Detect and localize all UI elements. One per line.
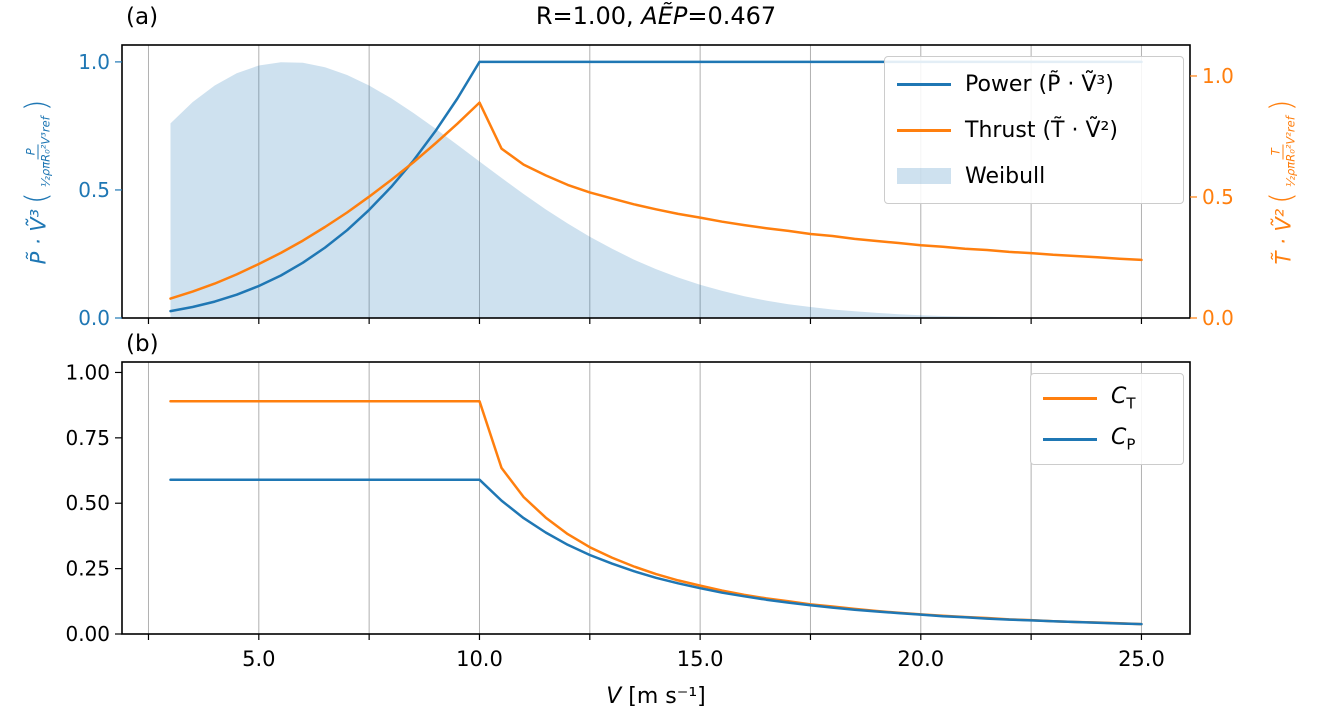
legend-label-thrust: Thrust (T̃ · Ṽ²) xyxy=(965,117,1118,143)
legend-label-ct: CT xyxy=(1111,384,1136,413)
y-tick-label-b: 0.75 xyxy=(65,426,110,450)
y-tick-label-b: 1.00 xyxy=(65,360,110,384)
thrust-line xyxy=(169,101,1143,300)
y-tick-label-left: 0.0 xyxy=(78,306,110,330)
y-tick-label-left: 1.0 xyxy=(78,50,110,74)
title-prefix: R=1.00, xyxy=(535,2,642,30)
power-line-swatch xyxy=(897,82,951,86)
y-right-fraction: T ½ρπR₀²V²ref xyxy=(1268,116,1298,187)
paren-close: ) xyxy=(19,99,55,112)
x-label-unit: [m s⁻¹] xyxy=(621,684,706,709)
y-left-fraction: P ½ρπR₀²V³ref xyxy=(23,116,53,187)
weibull-area xyxy=(170,62,1142,319)
x-axis-label: V [m s⁻¹] xyxy=(122,684,1190,709)
fraction-denominator: ½ρπR₀²V²ref xyxy=(1283,116,1298,188)
x-tick-label: 10.0 xyxy=(456,647,503,671)
legend-label-weibull: Weibull xyxy=(965,163,1046,189)
cp-line-swatch xyxy=(1043,437,1097,441)
thrust-line-swatch xyxy=(897,128,951,132)
legend-item-ct: CT xyxy=(1043,384,1171,413)
y-tick-label-right: 0.5 xyxy=(1202,185,1234,209)
x-tick-label: 15.0 xyxy=(677,647,724,671)
y-tick-label-left: 0.5 xyxy=(78,178,110,202)
chart-title: R=1.00, AẼP=0.467 xyxy=(122,2,1190,30)
legend-item-thrust: Thrust (T̃ · Ṽ²) xyxy=(897,118,1171,143)
y-left-math: P̃ · Ṽ³ xyxy=(26,208,50,265)
legend-item-power: Power (P̃ · Ṽ³) xyxy=(897,72,1171,97)
paren-close: ) xyxy=(1264,99,1300,112)
y-tick-label-right: 1.0 xyxy=(1202,64,1234,88)
axes-a-border xyxy=(121,44,1191,319)
ct-line-swatch xyxy=(1043,396,1097,400)
paren-open: ( xyxy=(1264,192,1300,204)
axes-b-border xyxy=(121,361,1191,635)
fraction-denominator: ½ρπR₀²V³ref xyxy=(38,116,53,188)
fraction-numerator: P xyxy=(23,144,39,160)
legend-panel-a: Power (P̃ · Ṽ³) Thrust (T̃ · Ṽ²) Weibull xyxy=(884,56,1184,204)
y-tick-label-b: 0.50 xyxy=(65,491,110,515)
y-axis-label-left: P̃ · Ṽ³ ( P ½ρπR₀²V³ref ) xyxy=(19,99,56,265)
x-label-symbol: V xyxy=(606,684,622,709)
y-tick-label-right: 0.0 xyxy=(1202,306,1234,330)
x-tick-label: 5.0 xyxy=(242,647,275,671)
legend-item-weibull: Weibull xyxy=(897,164,1171,189)
y-right-math: T̃ · Ṽ² xyxy=(1271,208,1295,265)
fraction-numerator: T xyxy=(1268,144,1284,160)
panel-b-label: (b) xyxy=(126,331,159,357)
legend-label-power: Power (P̃ · Ṽ³) xyxy=(965,71,1114,97)
title-math: AẼP xyxy=(641,2,688,30)
paren-open: ( xyxy=(19,192,55,204)
legend-panel-b: CT CP xyxy=(1030,373,1184,465)
y-tick-label-b: 0.00 xyxy=(65,622,110,646)
title-suffix: =0.467 xyxy=(687,2,777,30)
y-axis-label-right: T̃ · Ṽ² ( T ½ρπR₀²V²ref ) xyxy=(1264,99,1301,265)
y-tick-label-b: 0.25 xyxy=(65,557,110,581)
legend-label-cp: CP xyxy=(1111,425,1136,454)
legend-item-cp: CP xyxy=(1043,425,1171,454)
ct-line xyxy=(169,399,1143,626)
cp-line xyxy=(169,478,1143,626)
weibull-patch-swatch xyxy=(897,168,951,184)
x-tick-label: 20.0 xyxy=(897,647,944,671)
x-tick-label: 25.0 xyxy=(1118,647,1165,671)
panel-a-label: (a) xyxy=(126,4,159,30)
